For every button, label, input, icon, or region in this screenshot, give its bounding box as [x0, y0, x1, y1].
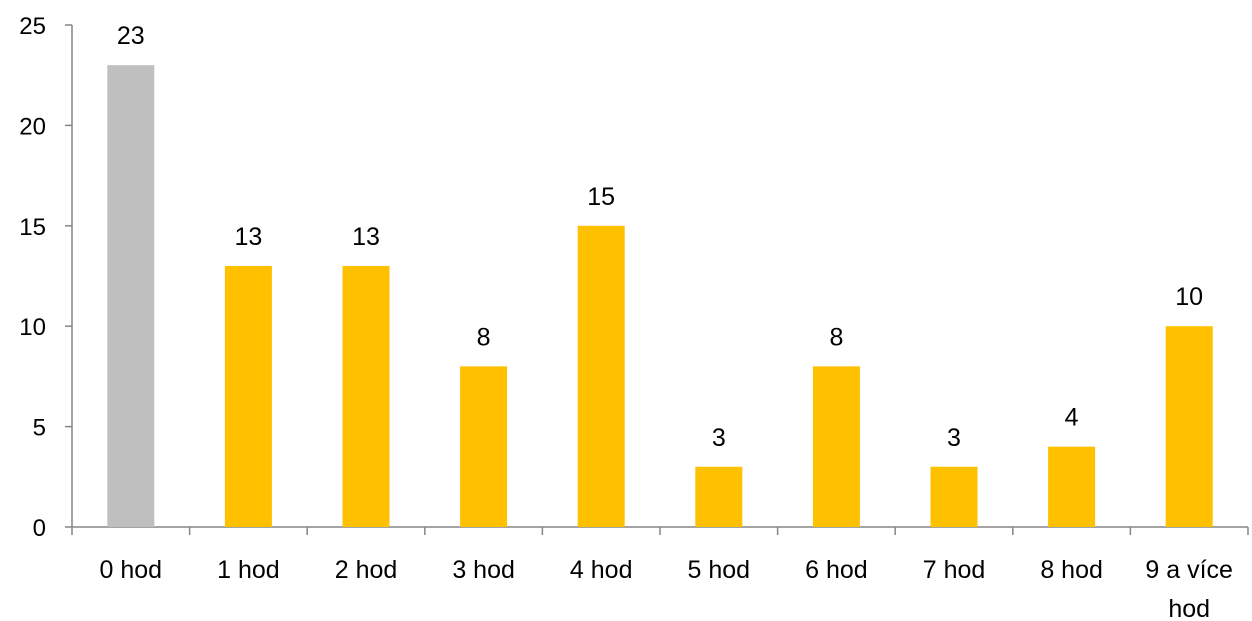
x-tick-label: 2 hod [335, 556, 398, 584]
x-tick-label: 0 hod [100, 556, 163, 584]
x-tick-label: 3 hod [452, 556, 515, 584]
data-label: 13 [352, 223, 380, 251]
data-labels: 23 13 13 8 15 3 8 3 4 10 [117, 22, 1203, 452]
data-label: 13 [234, 223, 262, 251]
data-label: 10 [1175, 283, 1203, 311]
bar [225, 266, 272, 527]
x-tick-label: 1 hod [217, 556, 280, 584]
bar [578, 226, 625, 527]
bar [813, 366, 860, 527]
bar [695, 467, 742, 527]
x-tick-label: 8 hod [1040, 556, 1103, 584]
data-label: 4 [1065, 404, 1079, 432]
data-label: 3 [712, 424, 726, 452]
y-tick-label: 25 [19, 13, 46, 40]
y-tick-label: 10 [19, 314, 46, 341]
y-axis: 0 5 10 15 20 25 [19, 13, 72, 542]
x-axis: 0 hod 1 hod 2 hod 3 hod 4 hod 5 hod 6 hod 7 hod… [72, 527, 1248, 621]
y-tick-label: 15 [19, 214, 46, 241]
data-label: 8 [829, 323, 843, 351]
x-tick-label: 4 hod [570, 556, 633, 584]
data-label: 3 [947, 424, 961, 452]
data-label: 8 [477, 323, 491, 351]
bar [931, 467, 978, 527]
x-tick-label: 5 hod [688, 556, 751, 584]
bars [107, 65, 1212, 527]
data-label: 23 [117, 22, 145, 50]
bar [1048, 447, 1095, 527]
bar [107, 65, 154, 527]
y-tick-label: 5 [33, 415, 46, 442]
y-tick-label: 0 [33, 515, 46, 542]
x-tick-label: 6 hod [805, 556, 868, 584]
x-tick-label: 7 hod [923, 556, 986, 584]
data-label: 15 [587, 183, 615, 211]
bar [1166, 326, 1213, 527]
x-tick-label: 9 a více hod [1145, 556, 1233, 621]
bar [460, 366, 507, 527]
bar [343, 266, 390, 527]
y-tick-label: 20 [19, 113, 46, 140]
